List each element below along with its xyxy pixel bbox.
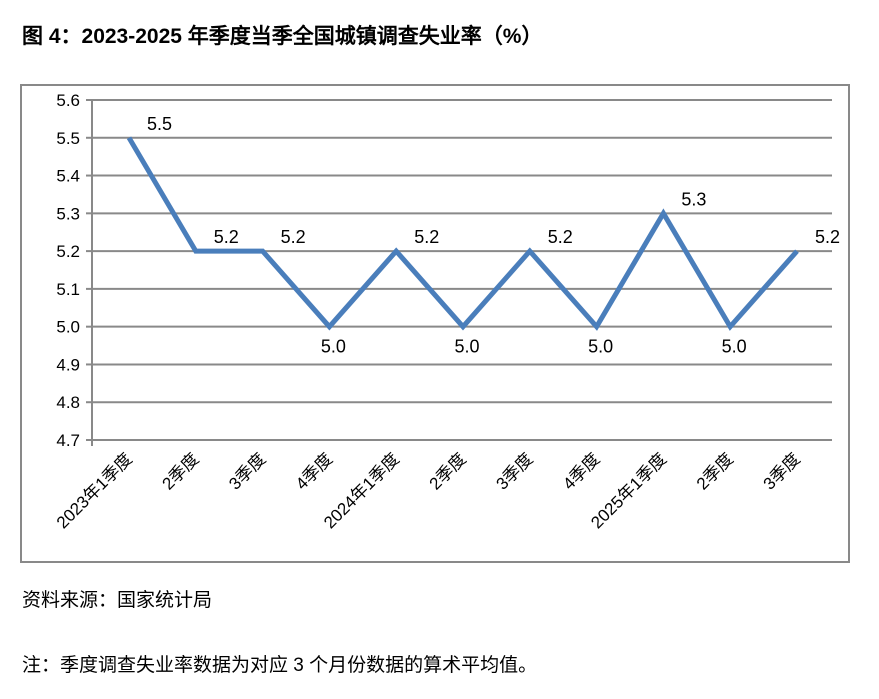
y-axis-tick-label: 5.1 xyxy=(56,280,80,299)
x-axis-tick-label: 2季度 xyxy=(158,449,202,493)
source-note: 资料来源：国家统计局 xyxy=(22,590,213,611)
y-axis-tick-label: 5.5 xyxy=(56,129,80,148)
y-axis-tick-label: 4.9 xyxy=(56,355,80,374)
line-chart: 5.6 5.5 5.4 5.3 5.2 5.1 5.0 4.9 4.8 4.7 5.5 5.2 5.2 5… xyxy=(53,91,840,532)
y-axis-tick-label: 5.6 xyxy=(56,91,80,110)
method-note: 注：季度调查失业率数据为对应 3 个月份数据的算术平均值。 xyxy=(22,655,538,676)
data-point-label: 5.3 xyxy=(681,189,706,209)
page-title: 图 4：2023-2025 年季度当季全国城镇调查失业率（%） xyxy=(22,25,543,48)
data-point-label: 5.0 xyxy=(588,337,613,357)
data-point-label: 5.0 xyxy=(454,337,479,357)
y-axis-tick-label: 5.4 xyxy=(56,167,80,186)
data-point-label: 5.0 xyxy=(321,337,346,357)
data-point-label: 5.2 xyxy=(214,227,239,247)
x-axis-tick-label: 3季度 xyxy=(225,449,269,493)
data-point-label: 5.2 xyxy=(815,227,840,247)
chart-container: 5.6 5.5 5.4 5.3 5.2 5.1 5.0 4.9 4.8 4.7 5.5 5.2 5.2 5… xyxy=(20,84,850,563)
x-axis-tick-label: 2023年1季度 xyxy=(53,449,136,532)
x-axis-tick-label: 3季度 xyxy=(492,449,536,493)
data-point-label: 5.5 xyxy=(147,114,172,134)
data-point-label: 5.2 xyxy=(414,227,439,247)
x-axis-tick-label: 2季度 xyxy=(426,449,470,493)
data-point-label: 5.2 xyxy=(281,227,306,247)
y-axis-tick-label: 5.3 xyxy=(56,204,80,223)
y-axis-tick-label: 4.8 xyxy=(56,393,80,412)
data-point-label: 5.0 xyxy=(722,337,747,357)
x-axis-tick-label: 4季度 xyxy=(292,449,336,493)
data-point-label: 5.2 xyxy=(548,227,573,247)
data-series-line xyxy=(126,136,799,331)
y-axis-tick-label: 4.7 xyxy=(56,431,80,450)
x-axis-tick-label: 2季度 xyxy=(693,449,737,493)
y-axis-tick-label: 5.2 xyxy=(56,242,80,261)
x-axis-tick-label: 3季度 xyxy=(760,449,804,493)
x-axis-tick-label: 4季度 xyxy=(559,449,603,493)
y-axis-tick-label: 5.0 xyxy=(56,318,80,337)
